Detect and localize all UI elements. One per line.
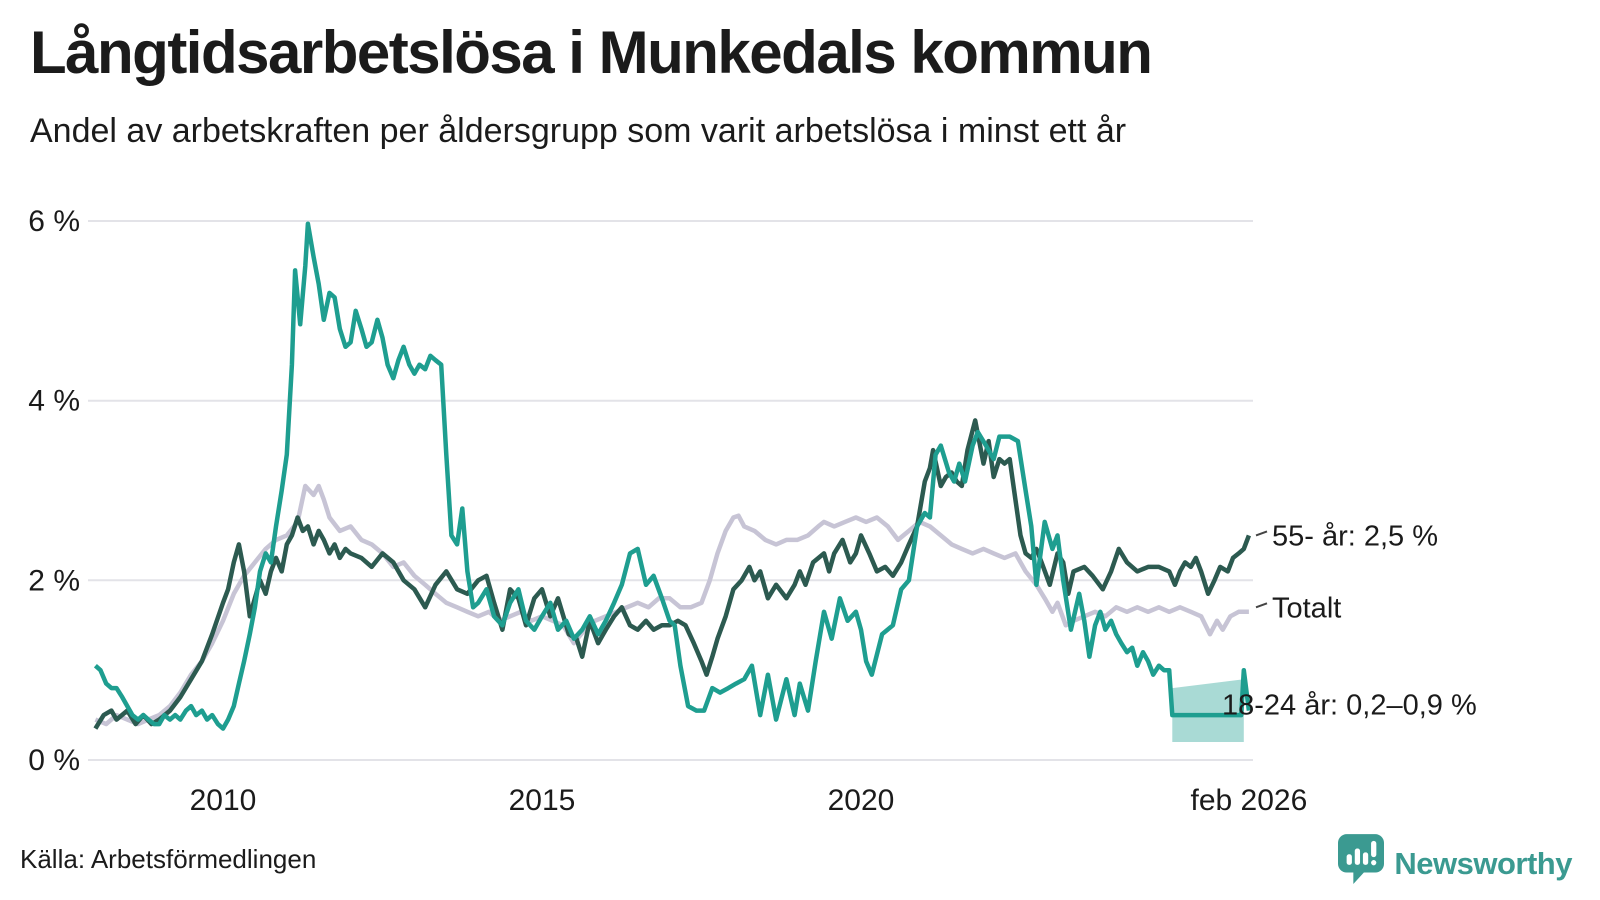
y-axis-tick-label: 2 %	[28, 564, 80, 597]
series-annotation: 55- år: 2,5 %	[1272, 520, 1438, 552]
x-axis-tick-label: 2020	[828, 784, 895, 817]
series-line-18-24-r	[93, 221, 1252, 731]
uncertainty-band	[1172, 679, 1244, 742]
series-annotation: 18-24 år: 0,2–0,9 %	[1222, 689, 1477, 721]
x-axis-tick-label: feb 2026	[1191, 784, 1308, 817]
y-axis-tick-label: 4 %	[28, 385, 80, 418]
source-note: Källa: Arbetsförmedlingen	[20, 844, 317, 874]
series-line-Totalt	[94, 483, 1249, 727]
brand-name: Newsworthy	[1394, 845, 1572, 881]
y-axis-tick-label: 6 %	[28, 205, 80, 238]
annotation-dash	[1255, 602, 1268, 609]
series-annotation: Totalt	[1272, 592, 1341, 624]
page-subtitle: Andel av arbetskraften per åldersgrupp s…	[30, 112, 1127, 150]
page-title: Långtidsarbetslösa i Munkedals kommun	[30, 19, 1153, 86]
x-axis-tick-label: 2015	[509, 784, 576, 817]
x-axis-tick-label: 2010	[190, 784, 257, 817]
series-line-55-r	[93, 418, 1252, 730]
brand-lockup: Newsworthy	[1338, 834, 1572, 893]
annotation-dash	[1255, 530, 1268, 537]
newsworthy-logo-icon	[1338, 834, 1385, 893]
y-axis-tick-label: 0 %	[28, 744, 80, 777]
